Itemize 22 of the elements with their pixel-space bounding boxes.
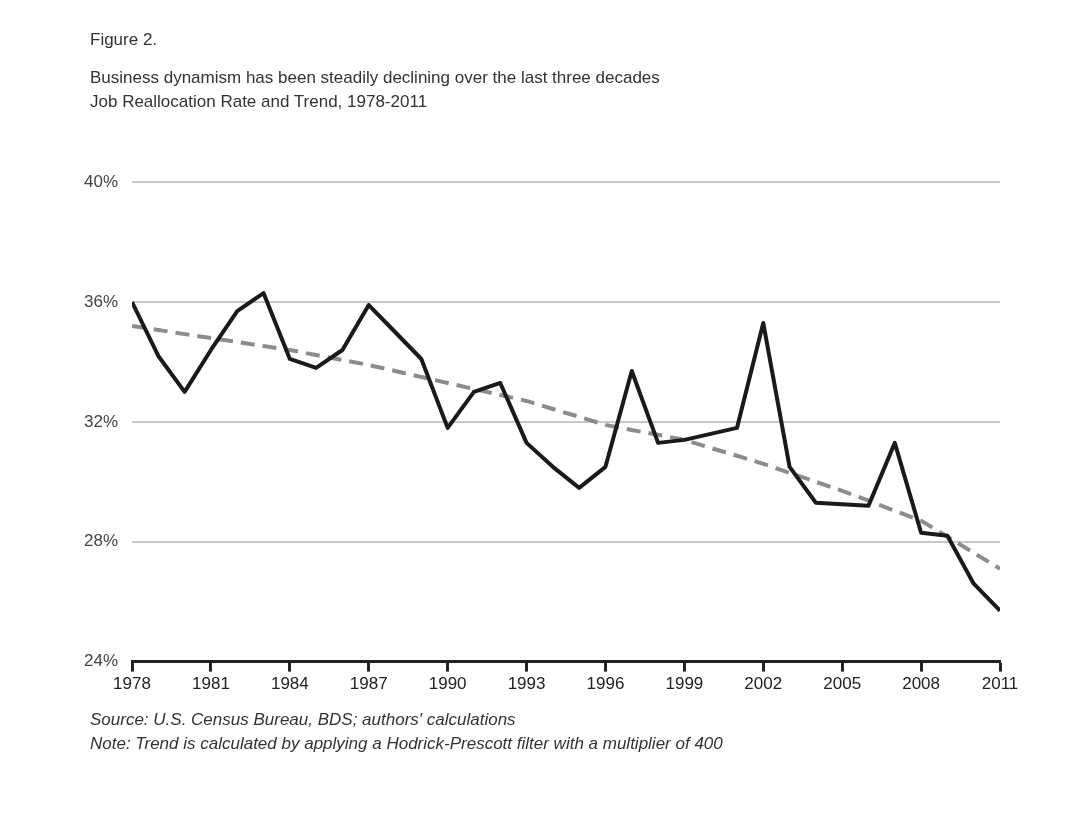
x-tick-label: 1996 — [586, 674, 625, 694]
chart-title: Figure 2. — [90, 30, 158, 50]
x-tick-label: 1978 — [113, 674, 151, 694]
y-tick-label: 36% — [83, 291, 119, 311]
chart-subtitle: Business dynamism has been steadily declining over the last three decades Job Reallocation Rate and Trend, 1978-2011 — [90, 67, 660, 113]
source-note: Source: U.S. Census Bureau, BDS; authors' calculations — [90, 709, 517, 731]
x-tick-label: 1999 — [665, 674, 704, 694]
y-tick-label: 32% — [83, 411, 119, 431]
x-tick-label: 1981 — [192, 674, 230, 694]
text: Note: Trend is calculated by applying a Hodrick-Prescott filter with a multiplier of 400 — [90, 733, 723, 755]
line-series — [132, 324, 1000, 571]
x-tick-label: 1987 — [349, 674, 388, 694]
x-tick-label: 2008 — [902, 674, 941, 694]
x-tick-label: 1990 — [428, 674, 467, 694]
x-tick-label: 2005 — [823, 674, 862, 694]
x-tick-label: 1993 — [507, 674, 546, 694]
y-tick-label: 40% — [83, 171, 119, 191]
x-tick-label: 2002 — [744, 674, 783, 694]
y-tick-label: 28% — [83, 531, 119, 551]
x-tick-label: 1984 — [270, 674, 309, 694]
y-tick-label: 24% — [83, 651, 119, 671]
x-tick-label: 2011 — [981, 674, 1019, 694]
